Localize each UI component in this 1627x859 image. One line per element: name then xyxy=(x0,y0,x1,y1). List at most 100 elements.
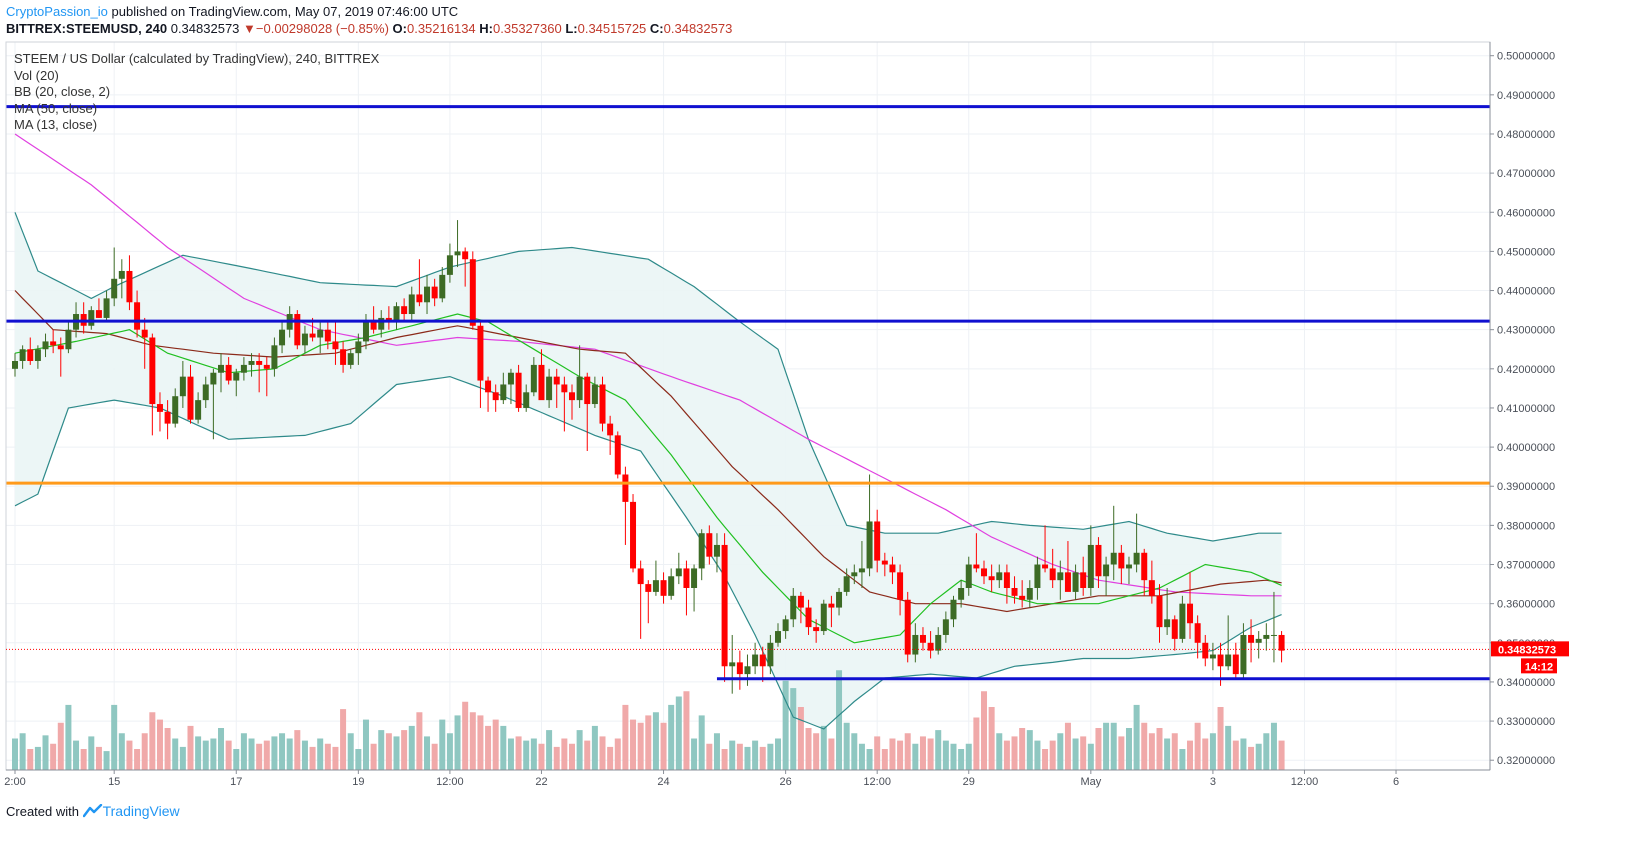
candle-body xyxy=(42,341,49,350)
candle xyxy=(988,564,995,592)
volume-bar xyxy=(797,707,804,770)
candle-body xyxy=(790,595,797,620)
volume-bars xyxy=(12,670,1285,770)
volume-bar xyxy=(546,730,553,770)
legend-vol[interactable]: Vol (20) xyxy=(14,67,59,83)
legend-ma13[interactable]: MA (13, close) xyxy=(14,117,98,132)
candle xyxy=(607,415,614,455)
volume-bar xyxy=(591,725,598,770)
volume-bar xyxy=(813,733,820,770)
volume-bar xyxy=(652,712,659,770)
candle-body xyxy=(225,364,232,381)
candle-body xyxy=(1255,638,1262,643)
volume-bar xyxy=(729,740,736,770)
candle-body xyxy=(736,662,743,675)
y-tick-label: 0.45000000 xyxy=(1497,246,1555,258)
volume-bar xyxy=(385,733,392,770)
candle xyxy=(469,251,476,330)
y-tick-label: 0.40000000 xyxy=(1497,442,1555,454)
volume-bar xyxy=(134,749,141,770)
candle xyxy=(546,368,553,408)
candle xyxy=(1156,584,1163,643)
candle-body xyxy=(607,423,614,436)
y-tick-label: 0.48000000 xyxy=(1497,129,1555,141)
volume-bar xyxy=(660,722,667,770)
volume-bar xyxy=(1026,730,1033,770)
volume-bar xyxy=(790,688,797,770)
close-label: C: xyxy=(649,21,664,36)
volume-bar xyxy=(195,736,202,770)
legend-bb[interactable]: BB (20, close, 2) xyxy=(14,84,111,99)
x-tick-label: 12:00 xyxy=(436,776,464,788)
x-tick-label: 22 xyxy=(535,776,547,788)
candle xyxy=(279,321,286,354)
candle xyxy=(698,529,705,581)
candle-body xyxy=(805,607,812,628)
candle-body xyxy=(820,603,827,632)
candle xyxy=(1278,631,1285,663)
volume-bar xyxy=(607,746,614,770)
volume-bar xyxy=(80,749,87,770)
candle-body xyxy=(828,603,835,608)
volume-bar xyxy=(996,733,1003,770)
volume-bar xyxy=(286,738,293,770)
volume-bar xyxy=(576,730,583,770)
volume-bar xyxy=(1133,704,1140,770)
candle-body xyxy=(996,572,1003,581)
volume-bar xyxy=(782,680,789,770)
candle-body xyxy=(500,384,507,401)
candle xyxy=(622,466,629,545)
candle xyxy=(454,220,461,268)
volume-bar xyxy=(218,728,225,770)
volume-bar xyxy=(805,728,812,770)
candle-body xyxy=(1064,572,1071,592)
candle-body xyxy=(782,619,789,632)
x-tick-label: 12:00 xyxy=(1291,776,1319,788)
volume-bar xyxy=(1141,722,1148,770)
candle-body xyxy=(454,251,461,256)
volume-bar xyxy=(904,733,911,770)
candle xyxy=(462,247,469,287)
volume-bar xyxy=(1156,728,1163,770)
volume-bar xyxy=(866,749,873,770)
y-tick-label: 0.46000000 xyxy=(1497,207,1555,219)
volume-bar xyxy=(530,738,537,770)
candle-body xyxy=(698,533,705,569)
candle xyxy=(103,290,110,322)
volume-bar xyxy=(492,719,499,770)
candle xyxy=(1209,642,1216,671)
candle xyxy=(630,494,637,573)
volume-bar xyxy=(301,740,308,770)
volume-bar xyxy=(1110,722,1117,770)
tradingview-brand[interactable]: TradingView xyxy=(102,803,180,819)
candle xyxy=(736,650,743,690)
legend-ma50[interactable]: MA (50, close) xyxy=(14,100,98,116)
candle-body xyxy=(973,564,980,569)
volume-bar xyxy=(965,743,972,770)
author-link[interactable]: CryptoPassion_io xyxy=(6,4,108,19)
candle-body xyxy=(156,404,163,412)
candle-body xyxy=(561,384,568,393)
volume-bar xyxy=(370,743,377,770)
candle xyxy=(507,368,514,405)
candle-body xyxy=(378,317,385,330)
candle xyxy=(233,368,240,397)
candle-body xyxy=(340,349,347,365)
candle-body xyxy=(1209,654,1216,659)
candle xyxy=(897,564,904,616)
candle xyxy=(1194,615,1201,659)
volume-bar xyxy=(1171,733,1178,770)
candle-body xyxy=(248,360,255,365)
candle xyxy=(706,525,713,565)
volume-bar xyxy=(843,722,850,770)
candle-body xyxy=(836,591,843,608)
candle-body xyxy=(1156,595,1163,628)
volume-bar xyxy=(73,740,80,770)
tradingview-logo-icon[interactable] xyxy=(82,803,103,821)
candle xyxy=(576,345,583,408)
y-tick-label: 0.33000000 xyxy=(1497,716,1555,728)
candle-body xyxy=(1011,588,1018,596)
volume-bar xyxy=(424,736,431,770)
ma50-line xyxy=(14,133,1282,597)
